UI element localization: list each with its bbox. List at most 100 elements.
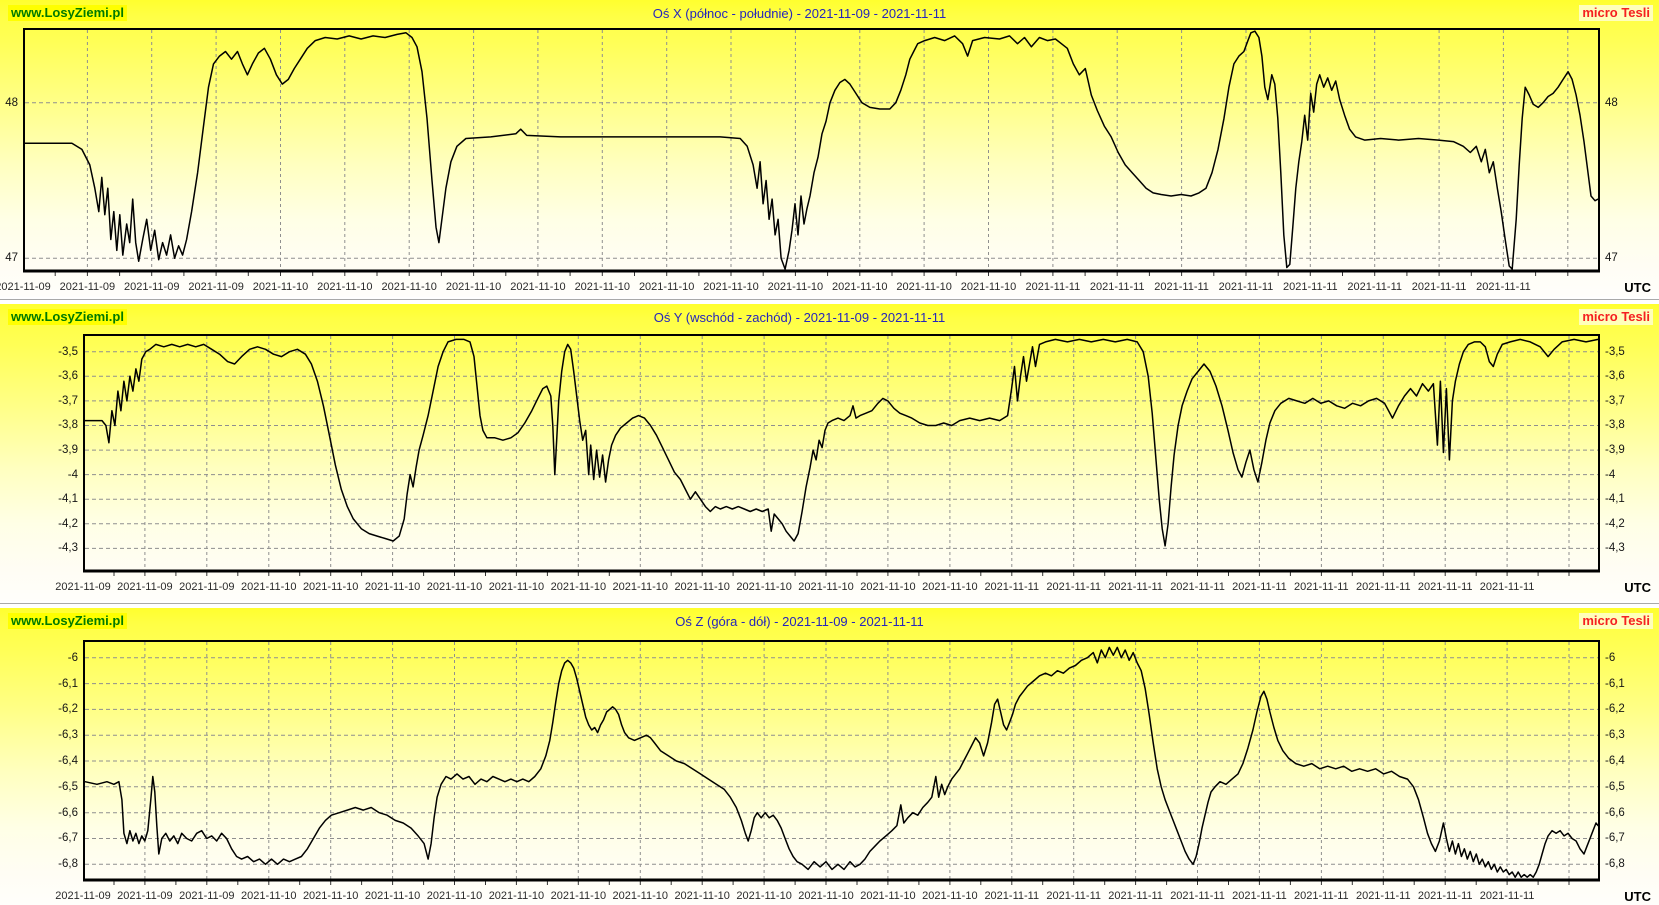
panel-axis-y: www.LosyZiemi.pl Oś Y (wschód - zachód) … xyxy=(0,304,1659,601)
unit-label: micro Tesli xyxy=(1579,5,1653,21)
y-tick-label-left: -6,5 xyxy=(58,780,78,793)
y-tick-label-left: -3,5 xyxy=(58,345,78,358)
x-tick-label: 2021-11-11 xyxy=(984,890,1040,902)
x-tick-label: 2021-11-10 xyxy=(550,581,607,593)
x-tick-label: 2021-11-10 xyxy=(302,581,359,593)
plot-area xyxy=(23,28,1600,276)
x-tick-label: 2021-11-10 xyxy=(241,581,297,593)
x-tick-label: 2021-11-11 xyxy=(1170,890,1225,902)
x-tick-label: 2021-11-09 xyxy=(124,281,180,293)
y-tick-label-left: -4,2 xyxy=(58,517,78,530)
chart-title: Oś Y (wschód - zachód) - 2021-11-09 - 20… xyxy=(653,310,946,325)
y-tick-label-right: -4,3 xyxy=(1605,542,1625,555)
x-tick-label: 2021-11-10 xyxy=(736,890,792,902)
x-tick-label: 2021-11-11 xyxy=(1170,581,1225,593)
y-tick-label-left: 48 xyxy=(5,96,18,109)
x-tick-label: 2021-11-10 xyxy=(612,581,668,593)
plot-border xyxy=(83,334,1600,572)
x-tick-label: 2021-11-11 xyxy=(1411,281,1467,293)
y-tick-label-right: -3,7 xyxy=(1605,394,1625,407)
x-tick-label: 2021-11-10 xyxy=(426,890,483,902)
series-line xyxy=(24,30,1599,270)
x-tick-label: 2021-11-10 xyxy=(488,581,545,593)
x-tick-label: 2021-11-11 xyxy=(1294,581,1349,593)
y-tick-label-right: -6 xyxy=(1605,651,1616,664)
x-tick-label: 2021-11-11 xyxy=(1417,890,1473,902)
x-tick-label: 2021-11-10 xyxy=(317,281,373,293)
x-tick-label: 2021-11-11 xyxy=(1232,890,1287,902)
x-tick-label: 2021-11-10 xyxy=(798,581,854,593)
watermark-link[interactable]: www.LosyZiemi.pl xyxy=(8,309,127,325)
x-tick-label: 2021-11-09 xyxy=(179,890,235,902)
y-tick-label-left: -6,7 xyxy=(58,832,78,845)
y-tick-label-left: -6,3 xyxy=(58,729,78,742)
x-tick-label: 2021-11-11 xyxy=(1479,890,1535,902)
x-tick-label: 2021-11-11 xyxy=(1417,581,1473,593)
x-tick-label: 2021-11-11 xyxy=(1046,890,1101,902)
y-tick-label-right: -6,6 xyxy=(1605,806,1625,819)
y-tick-label-right: 48 xyxy=(1605,96,1618,109)
x-tick-label: 2021-11-09 xyxy=(179,581,235,593)
plot-area xyxy=(83,640,1600,885)
x-tick-label: 2021-11-11 xyxy=(1355,581,1411,593)
y-tick-label-right: -6,3 xyxy=(1605,729,1625,742)
panel-axis-z: www.LosyZiemi.pl Oś Z (góra - dół) - 202… xyxy=(0,608,1659,905)
x-tick-label: 2021-11-10 xyxy=(381,281,437,293)
x-tick-label: 2021-11-10 xyxy=(674,581,730,593)
x-tick-label: 2021-11-10 xyxy=(703,281,759,293)
x-tick-label: 2021-11-10 xyxy=(638,281,695,293)
y-tick-label-right: -3,8 xyxy=(1605,419,1625,432)
y-tick-label-right: -6,7 xyxy=(1605,832,1625,845)
chart-title: Oś Z (góra - dół) - 2021-11-09 - 2021-11… xyxy=(675,614,924,629)
utc-label: UTC xyxy=(1624,580,1651,595)
series-line xyxy=(84,646,1599,878)
x-tick-label: 2021-11-11 xyxy=(1476,281,1531,293)
x-tick-label: 2021-11-11 xyxy=(1294,890,1349,902)
y-tick-label-left: -3,7 xyxy=(58,394,78,407)
x-tick-label: 2021-11-10 xyxy=(550,890,607,902)
y-tick-label-right: -4,1 xyxy=(1605,493,1625,506)
y-tick-label-left: -6,8 xyxy=(58,858,78,871)
series-line xyxy=(84,338,1599,547)
watermark-link[interactable]: www.LosyZiemi.pl xyxy=(8,5,127,21)
plot-border xyxy=(23,28,1600,272)
x-tick-label: 2021-11-10 xyxy=(674,890,730,902)
x-tick-label: 2021-11-10 xyxy=(252,281,309,293)
y-tick-label-right: -3,6 xyxy=(1605,370,1625,383)
x-tick-label: 2021-11-10 xyxy=(426,581,483,593)
y-tick-label-left: -6,1 xyxy=(58,677,78,690)
watermark-link[interactable]: www.LosyZiemi.pl xyxy=(8,613,127,629)
chart-title: Oś X (północ - południe) - 2021-11-09 - … xyxy=(652,6,947,21)
y-tick-label-left: -3,6 xyxy=(58,370,78,383)
x-tick-label: 2021-11-09 xyxy=(55,581,111,593)
x-tick-label: 2021-11-10 xyxy=(860,890,916,902)
x-tick-label: 2021-11-11 xyxy=(1232,581,1287,593)
y-tick-label-left: -6 xyxy=(67,651,78,664)
x-tick-label: 2021-11-11 xyxy=(1108,890,1163,902)
y-tick-label-right: -4,2 xyxy=(1605,517,1625,530)
x-tick-label: 2021-11-10 xyxy=(736,581,792,593)
x-tick-label: 2021-11-09 xyxy=(117,581,173,593)
x-tick-label: 2021-11-10 xyxy=(488,890,545,902)
x-tick-label: 2021-11-10 xyxy=(364,581,421,593)
x-tick-label: 2021-11-10 xyxy=(302,890,359,902)
y-tick-label-right: -3,9 xyxy=(1605,444,1625,457)
x-tick-label: 2021-11-10 xyxy=(612,890,668,902)
x-tick-label: 2021-11-11 xyxy=(1089,281,1145,293)
y-tick-label-left: -3,8 xyxy=(58,419,78,432)
panel-separator xyxy=(0,601,1659,608)
x-tick-label: 2021-11-09 xyxy=(188,281,244,293)
unit-label: micro Tesli xyxy=(1579,309,1653,325)
y-tick-label-left: -6,6 xyxy=(58,806,78,819)
y-tick-label-left: -6,4 xyxy=(58,755,78,768)
x-tick-label: 2021-11-11 xyxy=(1347,281,1403,293)
x-tick-label: 2021-11-10 xyxy=(922,890,978,902)
y-tick-label-left: 47 xyxy=(5,252,18,265)
x-tick-label: 2021-11-10 xyxy=(798,890,854,902)
x-tick-label: 2021-11-11 xyxy=(984,581,1040,593)
y-tick-label-right: -6,4 xyxy=(1605,755,1625,768)
x-tick-label: 2021-11-11 xyxy=(1283,281,1338,293)
y-tick-label-right: -6,2 xyxy=(1605,703,1625,716)
x-tick-label: 2021-11-09 xyxy=(55,890,111,902)
y-tick-label-right: 47 xyxy=(1605,252,1618,265)
